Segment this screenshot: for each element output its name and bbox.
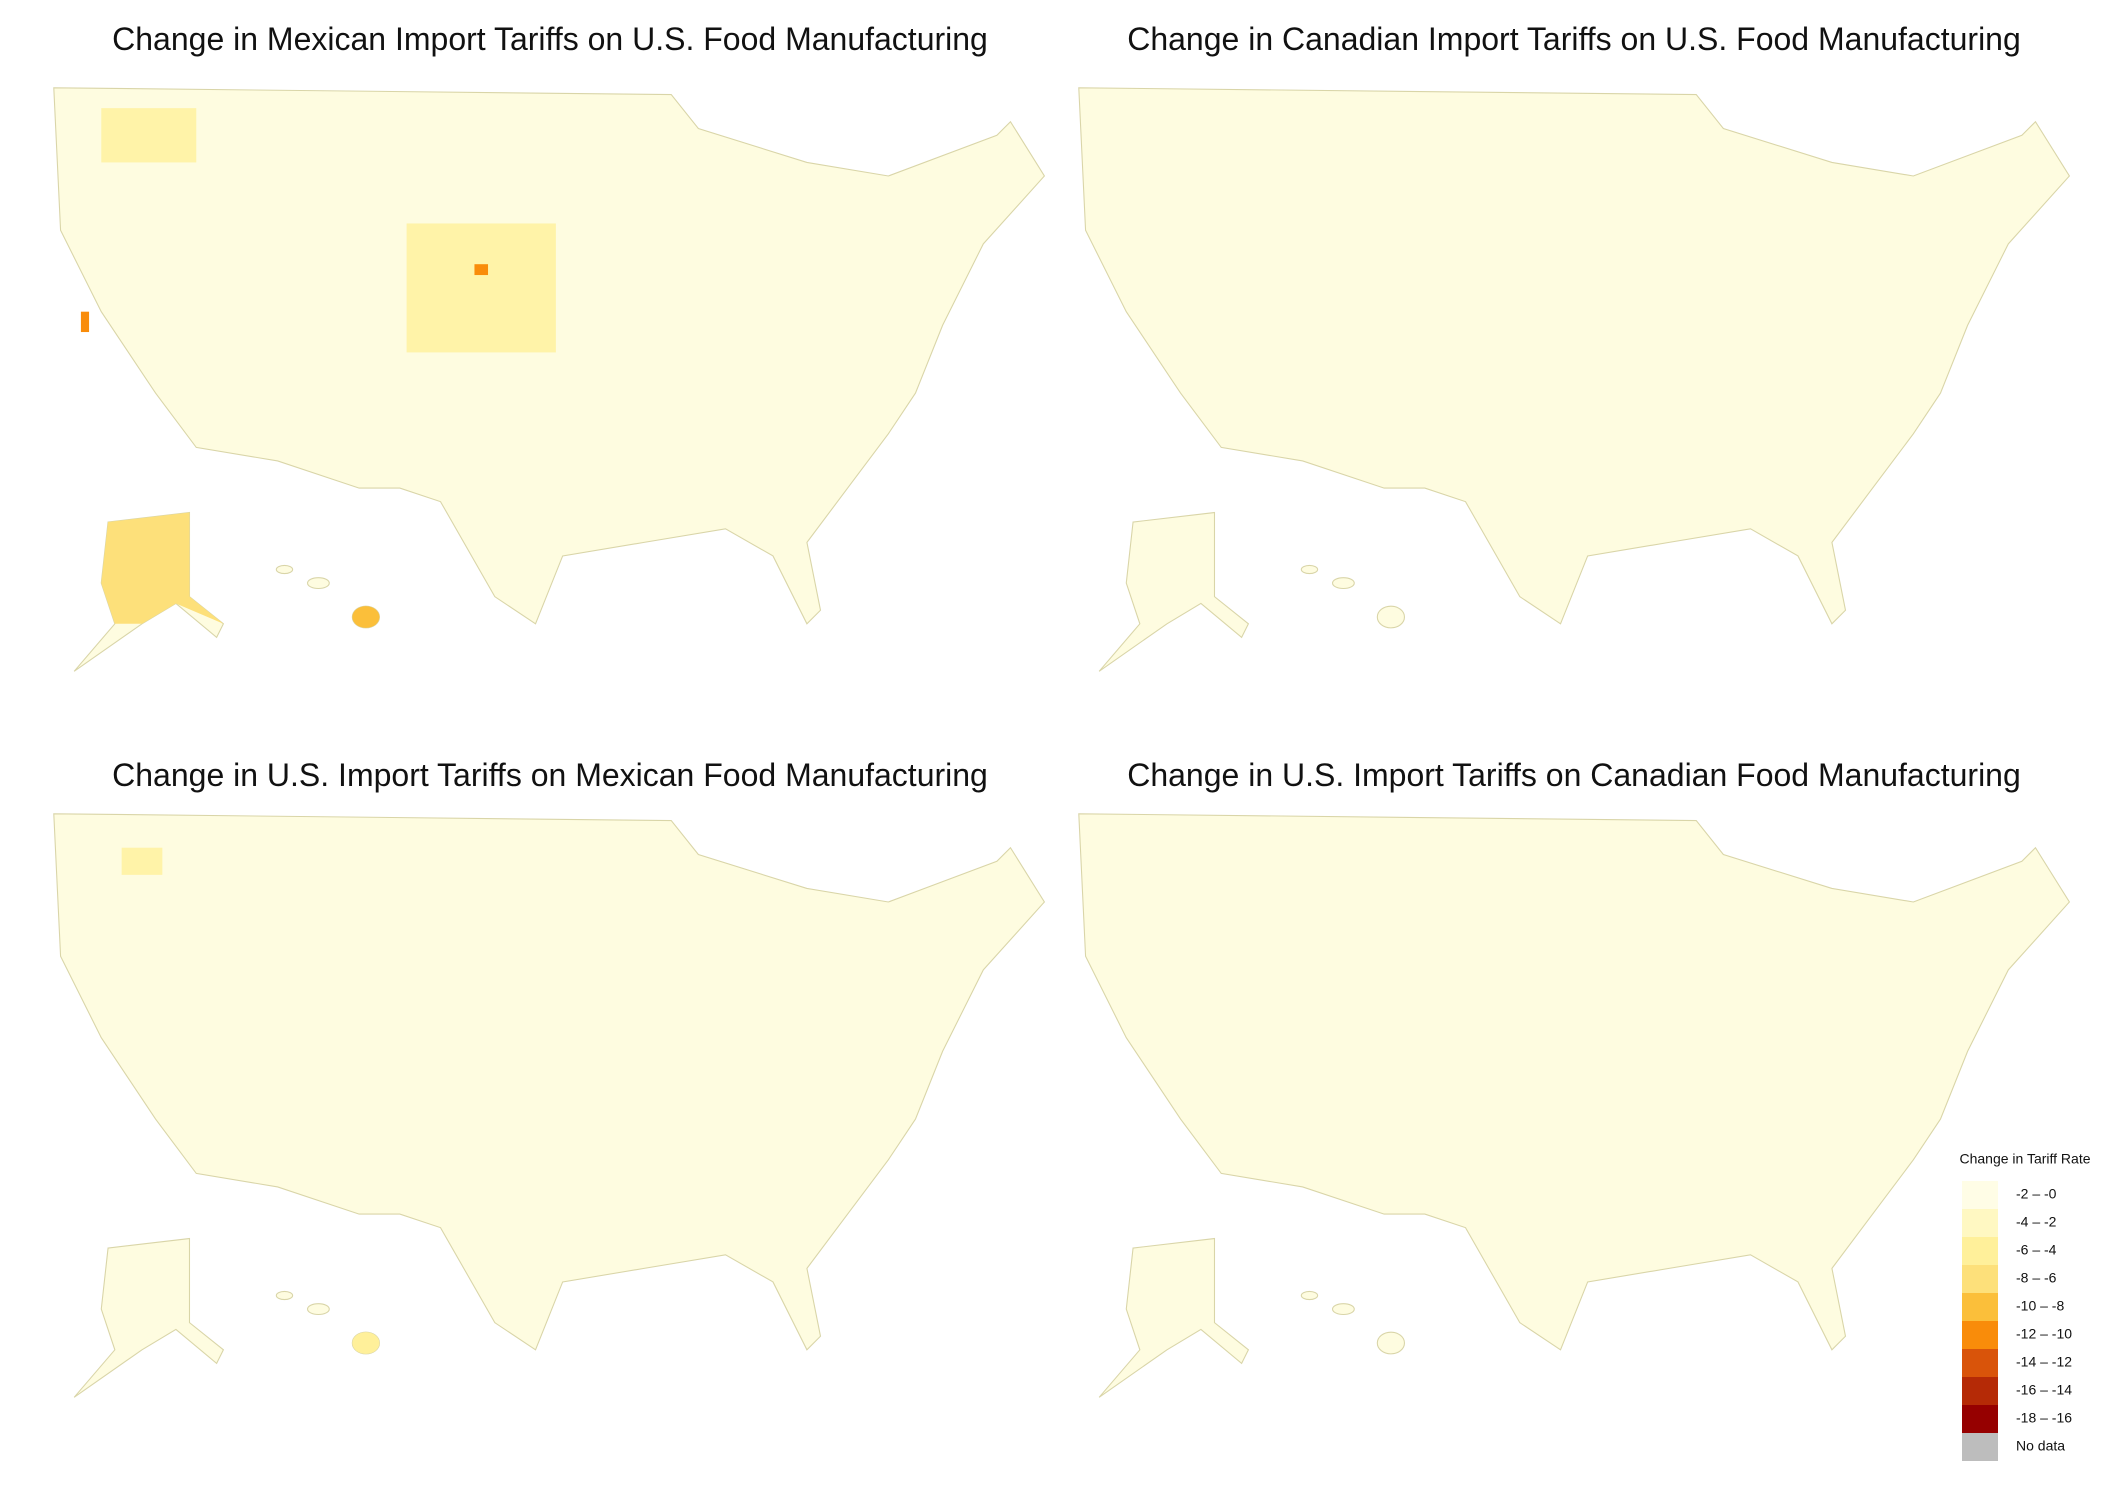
legend-swatch	[1962, 1349, 1998, 1377]
legend-swatch	[1962, 1209, 1998, 1237]
legend-label: -4 – -2	[2016, 1214, 2057, 1230]
legend-label: -12 – -10	[2016, 1326, 2072, 1342]
map-bottom-right	[1078, 813, 2070, 1398]
legend-swatch	[1962, 1321, 1998, 1349]
legend-label: No data	[2016, 1438, 2065, 1454]
legend-swatch	[1962, 1377, 1998, 1405]
legend-label: -2 – -0	[2016, 1186, 2057, 1202]
legend-swatch	[1962, 1433, 1998, 1461]
map-bottom-left	[53, 813, 1045, 1398]
legend-title: Change in Tariff Rate	[1959, 1151, 2090, 1167]
legend-swatch	[1962, 1237, 1998, 1265]
map-top-right	[1078, 87, 2070, 672]
legend: Change in Tariff Rate -2 – -0 -4 – -2 -6 –…	[1959, 1151, 2091, 1461]
panel-title: Change in Canadian Import Tariffs on U.S…	[1127, 21, 2021, 57]
legend-swatch	[1962, 1265, 1998, 1293]
legend-label: -8 – -6	[2016, 1270, 2057, 1286]
legend-swatch	[1962, 1181, 1998, 1209]
panel-title: Change in Mexican Import Tariffs on U.S.…	[112, 21, 988, 57]
legend-swatch	[1962, 1405, 1998, 1433]
legend-label: -16 – -14	[2016, 1382, 2072, 1398]
map-top-left	[53, 87, 1045, 672]
legend-label: -6 – -4	[2016, 1242, 2057, 1258]
legend-swatch	[1962, 1293, 1998, 1321]
legend-label: -14 – -12	[2016, 1354, 2072, 1370]
legend-label: -18 – -16	[2016, 1410, 2072, 1426]
panel-title: Change in U.S. Import Tariffs on Canadia…	[1127, 757, 2021, 793]
legend-label: -10 – -8	[2016, 1298, 2064, 1314]
panel-title: Change in U.S. Import Tariffs on Mexican…	[112, 757, 988, 793]
